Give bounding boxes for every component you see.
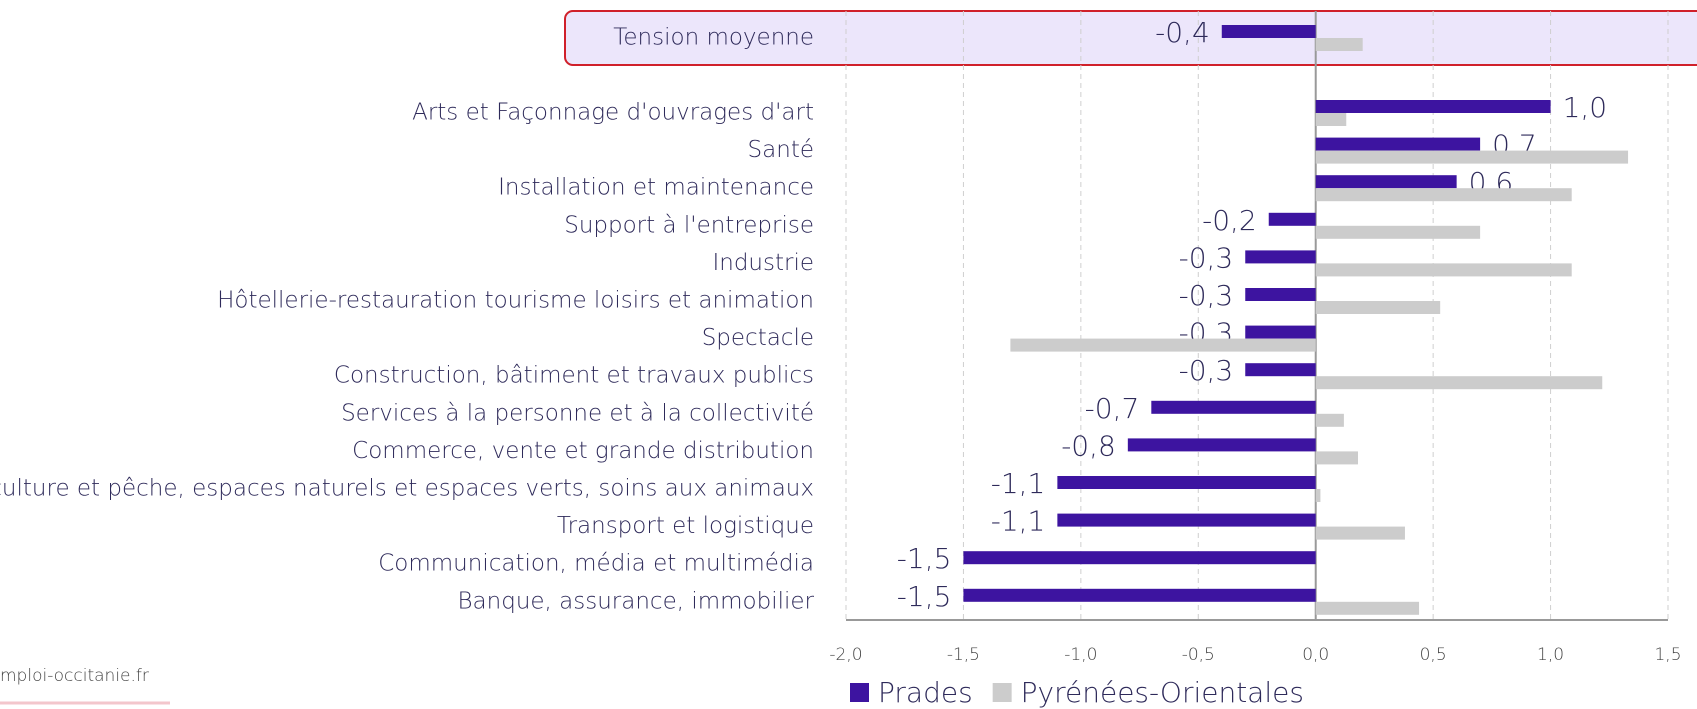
value-label: -0,3 (1179, 241, 1234, 274)
bar (1245, 363, 1316, 377)
bar (1315, 526, 1405, 540)
bar (1315, 376, 1603, 390)
value-label: 1,0 (1563, 91, 1608, 124)
category-label: Spectacle (702, 325, 814, 351)
x-tick-label: -0,5 (1182, 645, 1215, 665)
x-tick-label: 1,5 (1654, 645, 1681, 665)
bar (1315, 100, 1551, 113)
category-label: Santé (748, 137, 814, 163)
category-label: Construction, bâtiment et travaux public… (334, 363, 814, 389)
value-label: -0,2 (1202, 204, 1257, 237)
value-label: -1,1 (991, 467, 1046, 500)
bar (1315, 263, 1572, 277)
value-label: -0,3 (1179, 279, 1234, 312)
category-label: Arts et Façonnage d'ouvrages d'art (412, 100, 814, 126)
bar (1315, 413, 1344, 427)
bar (1315, 451, 1358, 465)
legend-swatch (992, 683, 1012, 702)
x-tick-label: 1,0 (1537, 645, 1564, 665)
bar (1315, 38, 1363, 51)
x-tick-label: 0,5 (1420, 645, 1447, 665)
category-label: Communication, média et multimédia (378, 551, 814, 577)
category-label: Hôtellerie-restauration tourisme loisirs… (217, 288, 814, 314)
bar (1315, 225, 1481, 239)
x-tick-label: -2,0 (829, 645, 862, 665)
category-label: Support à l'entreprise (564, 212, 814, 238)
bar (1315, 188, 1572, 202)
bar (1010, 338, 1316, 352)
value-label: -0,3 (1179, 354, 1234, 387)
bar (1151, 400, 1316, 414)
bar (1315, 489, 1321, 502)
bar (1245, 325, 1316, 339)
legend-swatch (850, 683, 869, 702)
legend-label: Prades (878, 676, 973, 709)
category-label: Transport et logistique (557, 513, 814, 539)
footer: mploi-occitanie.fr (0, 666, 149, 686)
bar (1315, 113, 1347, 126)
category-label: Commerce, vente et grande distribution (352, 438, 814, 464)
value-label: -1,1 (991, 505, 1046, 538)
bar (1315, 301, 1441, 314)
bar (1127, 438, 1316, 452)
legend-label: Pyrénées-Orientales (1021, 676, 1304, 709)
category-label: Industrie (712, 250, 814, 276)
highlight-box (564, 10, 1697, 66)
bar (1268, 212, 1316, 226)
value-label: -1,5 (897, 542, 952, 575)
bar (1245, 250, 1316, 264)
bar (1221, 25, 1316, 38)
value-label: -1,5 (897, 580, 952, 613)
x-tick-label: -1,0 (1064, 645, 1097, 665)
category-label: Services à la personne et à la collectiv… (341, 400, 814, 426)
bar (1315, 150, 1629, 164)
category-label: Tension moyenne (613, 25, 814, 51)
category-label: Installation et maintenance (498, 175, 814, 201)
category-label: Banque, assurance, immobilier (457, 588, 814, 614)
category-label: Agriculture et pêche, espaces naturels e… (0, 476, 814, 502)
value-label: -0,7 (1085, 392, 1140, 425)
bar (1057, 513, 1316, 527)
bar (1315, 137, 1481, 151)
bar (963, 551, 1316, 565)
bar (1057, 476, 1316, 489)
value-label: -0,4 (1155, 16, 1210, 49)
bar (1245, 288, 1316, 301)
x-tick-label: -1,5 (947, 645, 980, 665)
x-tick-label: 0,0 (1302, 645, 1329, 665)
bar (1315, 175, 1457, 189)
bar (963, 588, 1316, 602)
value-label: -0,8 (1061, 429, 1116, 462)
bar (1315, 601, 1420, 615)
